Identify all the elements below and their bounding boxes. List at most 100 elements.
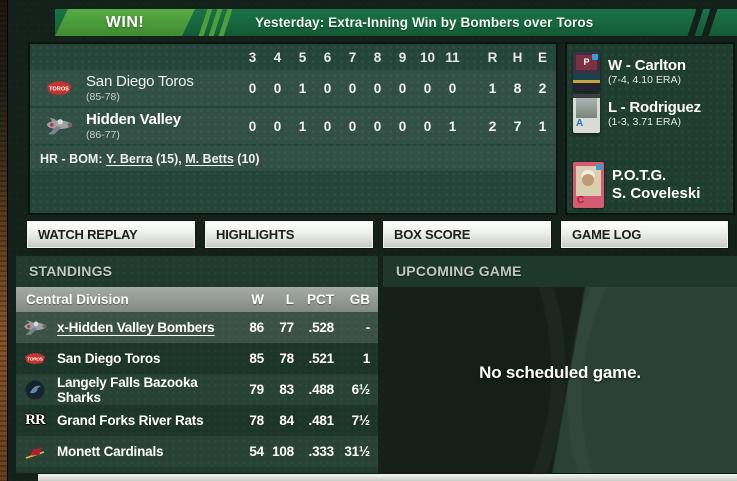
inning-header: 11 [445, 49, 460, 65]
win-label: WIN! [105, 13, 145, 31]
pitching-decisions-panel: P W - Carlton (7-4, 4.10 ERA) A L - Rodr… [565, 42, 735, 215]
standings-row-cardinals[interactable]: Monett Cardinals 54 108 .333 31½ [16, 436, 378, 467]
inning-score: 1 [298, 118, 307, 134]
homerun-summary: HR - BOM: Y. Berra (15), M. Betts (10) [30, 146, 556, 171]
inning-score: 0 [398, 118, 407, 134]
team-link[interactable]: x-Hidden Valley Bombers [57, 320, 215, 335]
inning-score: 0 [323, 118, 332, 134]
winning-pitcher-stats: (7-4, 4.10 ERA) [608, 74, 681, 86]
gb-column-header: GB [349, 292, 370, 307]
cardinals-logo-icon [22, 443, 48, 461]
linescore-panel: 3 4 5 6 7 8 9 10 11 R H E TOROS San Dieg… [28, 42, 558, 215]
potg-player-name: S. Coveleski [612, 185, 701, 202]
inning-score: 0 [273, 118, 282, 134]
standings-row-sharks[interactable]: Langely Falls Bazooka Sharks 79 83 .488 … [16, 374, 378, 405]
inning-score: 0 [448, 80, 457, 96]
inning-score: 1 [298, 80, 307, 96]
home-team-name[interactable]: Hidden Valley [86, 110, 181, 128]
inning-score: 0 [248, 80, 257, 96]
bottom-toolbar-edge [38, 474, 737, 481]
inning-header: 9 [398, 49, 407, 65]
away-team-record: (85-78) [86, 90, 120, 103]
team-link[interactable]: Langely Falls Bazooka Sharks [57, 374, 198, 405]
standings-row-toros[interactable]: TOROS San Diego Toros 85 78 .521 1 [16, 343, 378, 374]
upcoming-game-content: No scheduled game. [383, 287, 737, 473]
game-headline: Yesterday: Extra-Inning Win by Bombers o… [255, 15, 594, 30]
inning-header: 8 [373, 49, 382, 65]
away-runs: 1 [488, 80, 497, 96]
inning-score: 0 [373, 80, 382, 96]
upcoming-game-title: UPCOMING GAME [396, 263, 522, 279]
wood-background-edge [0, 0, 8, 481]
inning-header: 4 [273, 49, 282, 65]
team-link[interactable]: Monett Cardinals [57, 444, 164, 459]
watch-replay-button[interactable]: WATCH REPLAY [28, 222, 194, 247]
inning-header: 3 [248, 49, 257, 65]
home-runs: 2 [488, 118, 497, 134]
inning-score: 0 [423, 80, 432, 96]
inning-score: 0 [348, 118, 357, 134]
winning-pitcher-name: W - Carlton [608, 57, 686, 74]
losses-column-header: L [285, 292, 294, 307]
standings-row-river-rats[interactable]: RR Grand Forks River Rats 78 84 .481 7½ [16, 405, 378, 436]
inning-score: 0 [323, 80, 332, 96]
runs-header: R [487, 49, 498, 65]
player-link-betts[interactable]: M. Betts [185, 151, 234, 166]
losing-pitcher-entry[interactable]: A L - Rodriguez (1-3, 3.71 ERA) [573, 94, 731, 133]
inning-header: 7 [348, 49, 357, 65]
win-badge: WIN! [55, 9, 195, 36]
away-hits: 8 [513, 80, 522, 96]
losing-pitcher-stats: (1-3, 3.71 ERA) [608, 116, 681, 128]
no-scheduled-game-message: No scheduled game. [479, 363, 641, 382]
potg-label: P.O.T.G. [612, 167, 666, 184]
inning-header: 10 [419, 49, 436, 65]
inning-header: 5 [298, 49, 307, 65]
upcoming-game-panel: UPCOMING GAME No scheduled game. [383, 256, 737, 473]
linescore-header: 3 4 5 6 7 8 9 10 11 R H E [30, 44, 556, 70]
pct-column-header: PCT [307, 292, 334, 307]
svg-text:TOROS: TOROS [27, 356, 42, 361]
hits-header: H [512, 49, 523, 65]
svg-text:TOROS: TOROS [49, 86, 69, 92]
bombers-plane-icon [42, 114, 76, 138]
away-team-row[interactable]: TOROS San Diego Toros (85-78) 0 0 1 0 0 … [30, 70, 556, 106]
away-errors: 2 [538, 80, 547, 96]
banner-stripe-icon [687, 9, 704, 36]
wins-column-header: W [251, 292, 264, 307]
player-of-the-game-card-icon: C [573, 162, 604, 208]
bombers-plane-icon [22, 317, 48, 338]
inning-score: 0 [273, 80, 282, 96]
losing-pitcher-card-icon: A [573, 94, 600, 133]
winning-pitcher-entry[interactable]: P W - Carlton (7-4, 4.10 ERA) [573, 52, 731, 91]
losing-pitcher-name: L - Rodriguez [608, 99, 701, 116]
inning-score: 0 [248, 118, 257, 134]
banner-stripe-icon [701, 9, 718, 36]
inning-score: 0 [373, 118, 382, 134]
winning-pitcher-card-icon: P [573, 52, 600, 91]
inning-header: 6 [323, 49, 332, 65]
away-team-name[interactable]: San Diego Toros [86, 72, 194, 90]
player-link-berra[interactable]: Y. Berra [105, 151, 153, 166]
team-link[interactable]: San Diego Toros [57, 351, 161, 366]
player-of-the-game-entry[interactable]: C P.O.T.G. S. Coveleski [573, 162, 731, 208]
river-rats-logo-icon: RR [25, 412, 46, 428]
home-errors: 1 [538, 118, 547, 134]
errors-header: E [537, 49, 547, 65]
result-banner: WIN! Yesterday: Extra-Inning Win by Bomb… [55, 9, 737, 36]
box-score-button[interactable]: BOX SCORE [384, 222, 550, 247]
division-header: Central Division W L PCT GB [16, 287, 378, 312]
standings-row-bombers[interactable]: x-Hidden Valley Bombers 86 77 .528 - [16, 312, 378, 343]
division-name: Central Division [26, 292, 129, 307]
highlights-button[interactable]: HIGHLIGHTS [206, 222, 372, 247]
homerun-prefix: HR - BOM: [40, 151, 106, 166]
standings-title: STANDINGS [29, 263, 113, 279]
home-hits: 7 [513, 118, 522, 134]
inning-score: 0 [398, 80, 407, 96]
team-link[interactable]: Grand Forks River Rats [57, 413, 204, 428]
inning-score: 0 [423, 118, 432, 134]
home-team-row[interactable]: Hidden Valley (86-77) 0 0 1 0 0 0 0 0 1 … [30, 108, 556, 144]
inning-score: 0 [348, 80, 357, 96]
home-team-record: (86-77) [86, 128, 120, 141]
game-log-button[interactable]: GAME LOG [562, 222, 727, 247]
toros-logo-icon: TOROS [42, 79, 76, 97]
